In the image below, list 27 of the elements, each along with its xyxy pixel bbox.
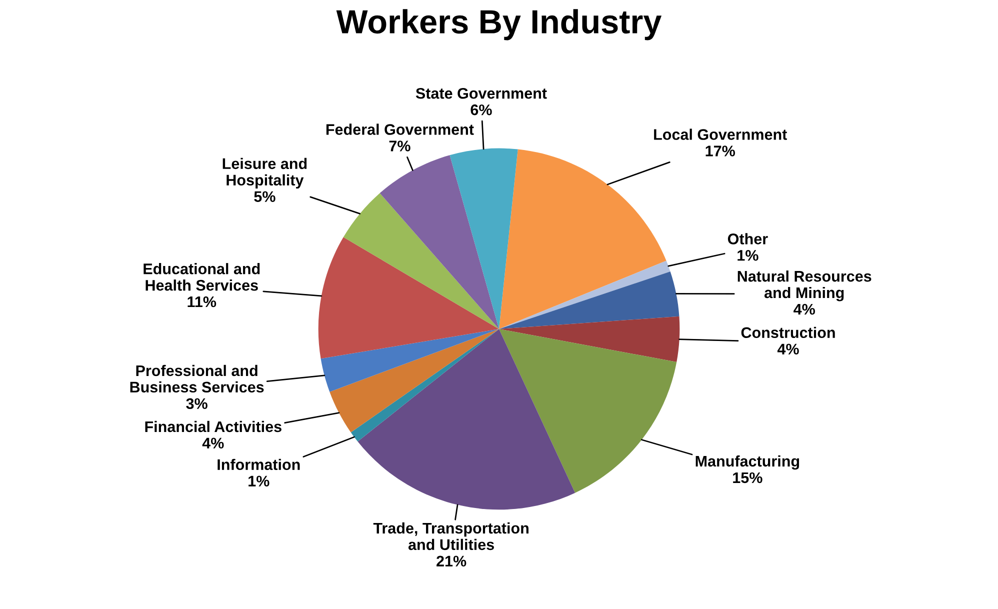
data-label: 6% (470, 104, 492, 116)
slice-label: Leisure and Hospitality (222, 158, 307, 189)
data-label: 3% (186, 398, 208, 410)
data-label: 21% (436, 556, 466, 566)
data-label: 7% (389, 140, 410, 152)
chart-title: Workers By Industry (336, 9, 662, 40)
data-label: 1% (248, 476, 270, 486)
data-label: 15% (733, 472, 762, 484)
slice-label: Trade, Transportation and Utilities (373, 522, 528, 550)
data-label: 4% (794, 304, 815, 315)
slice-label: Professional and Business Services (130, 364, 264, 393)
data-label: 4% (202, 438, 224, 449)
slice-label: Other (728, 233, 768, 244)
slice-label: Federal Government (326, 124, 474, 135)
slice-label: Educational and Health Services (144, 263, 260, 291)
slice-label: Construction (741, 326, 835, 338)
slice-label: Financial Activities (145, 420, 282, 432)
slice-label: Information (218, 458, 300, 470)
slice-label: Natural Resources and Mining (738, 270, 872, 302)
slice-label: Manufacturing (696, 455, 800, 470)
data-label: 1% (738, 250, 758, 261)
slice-label: State Government (416, 88, 547, 99)
data-label: 4% (777, 344, 799, 354)
data-label: 11% (188, 296, 216, 308)
data-label: 17% (706, 146, 735, 156)
slice-label: Local Government (654, 128, 787, 140)
data-label: 5% (254, 191, 276, 202)
